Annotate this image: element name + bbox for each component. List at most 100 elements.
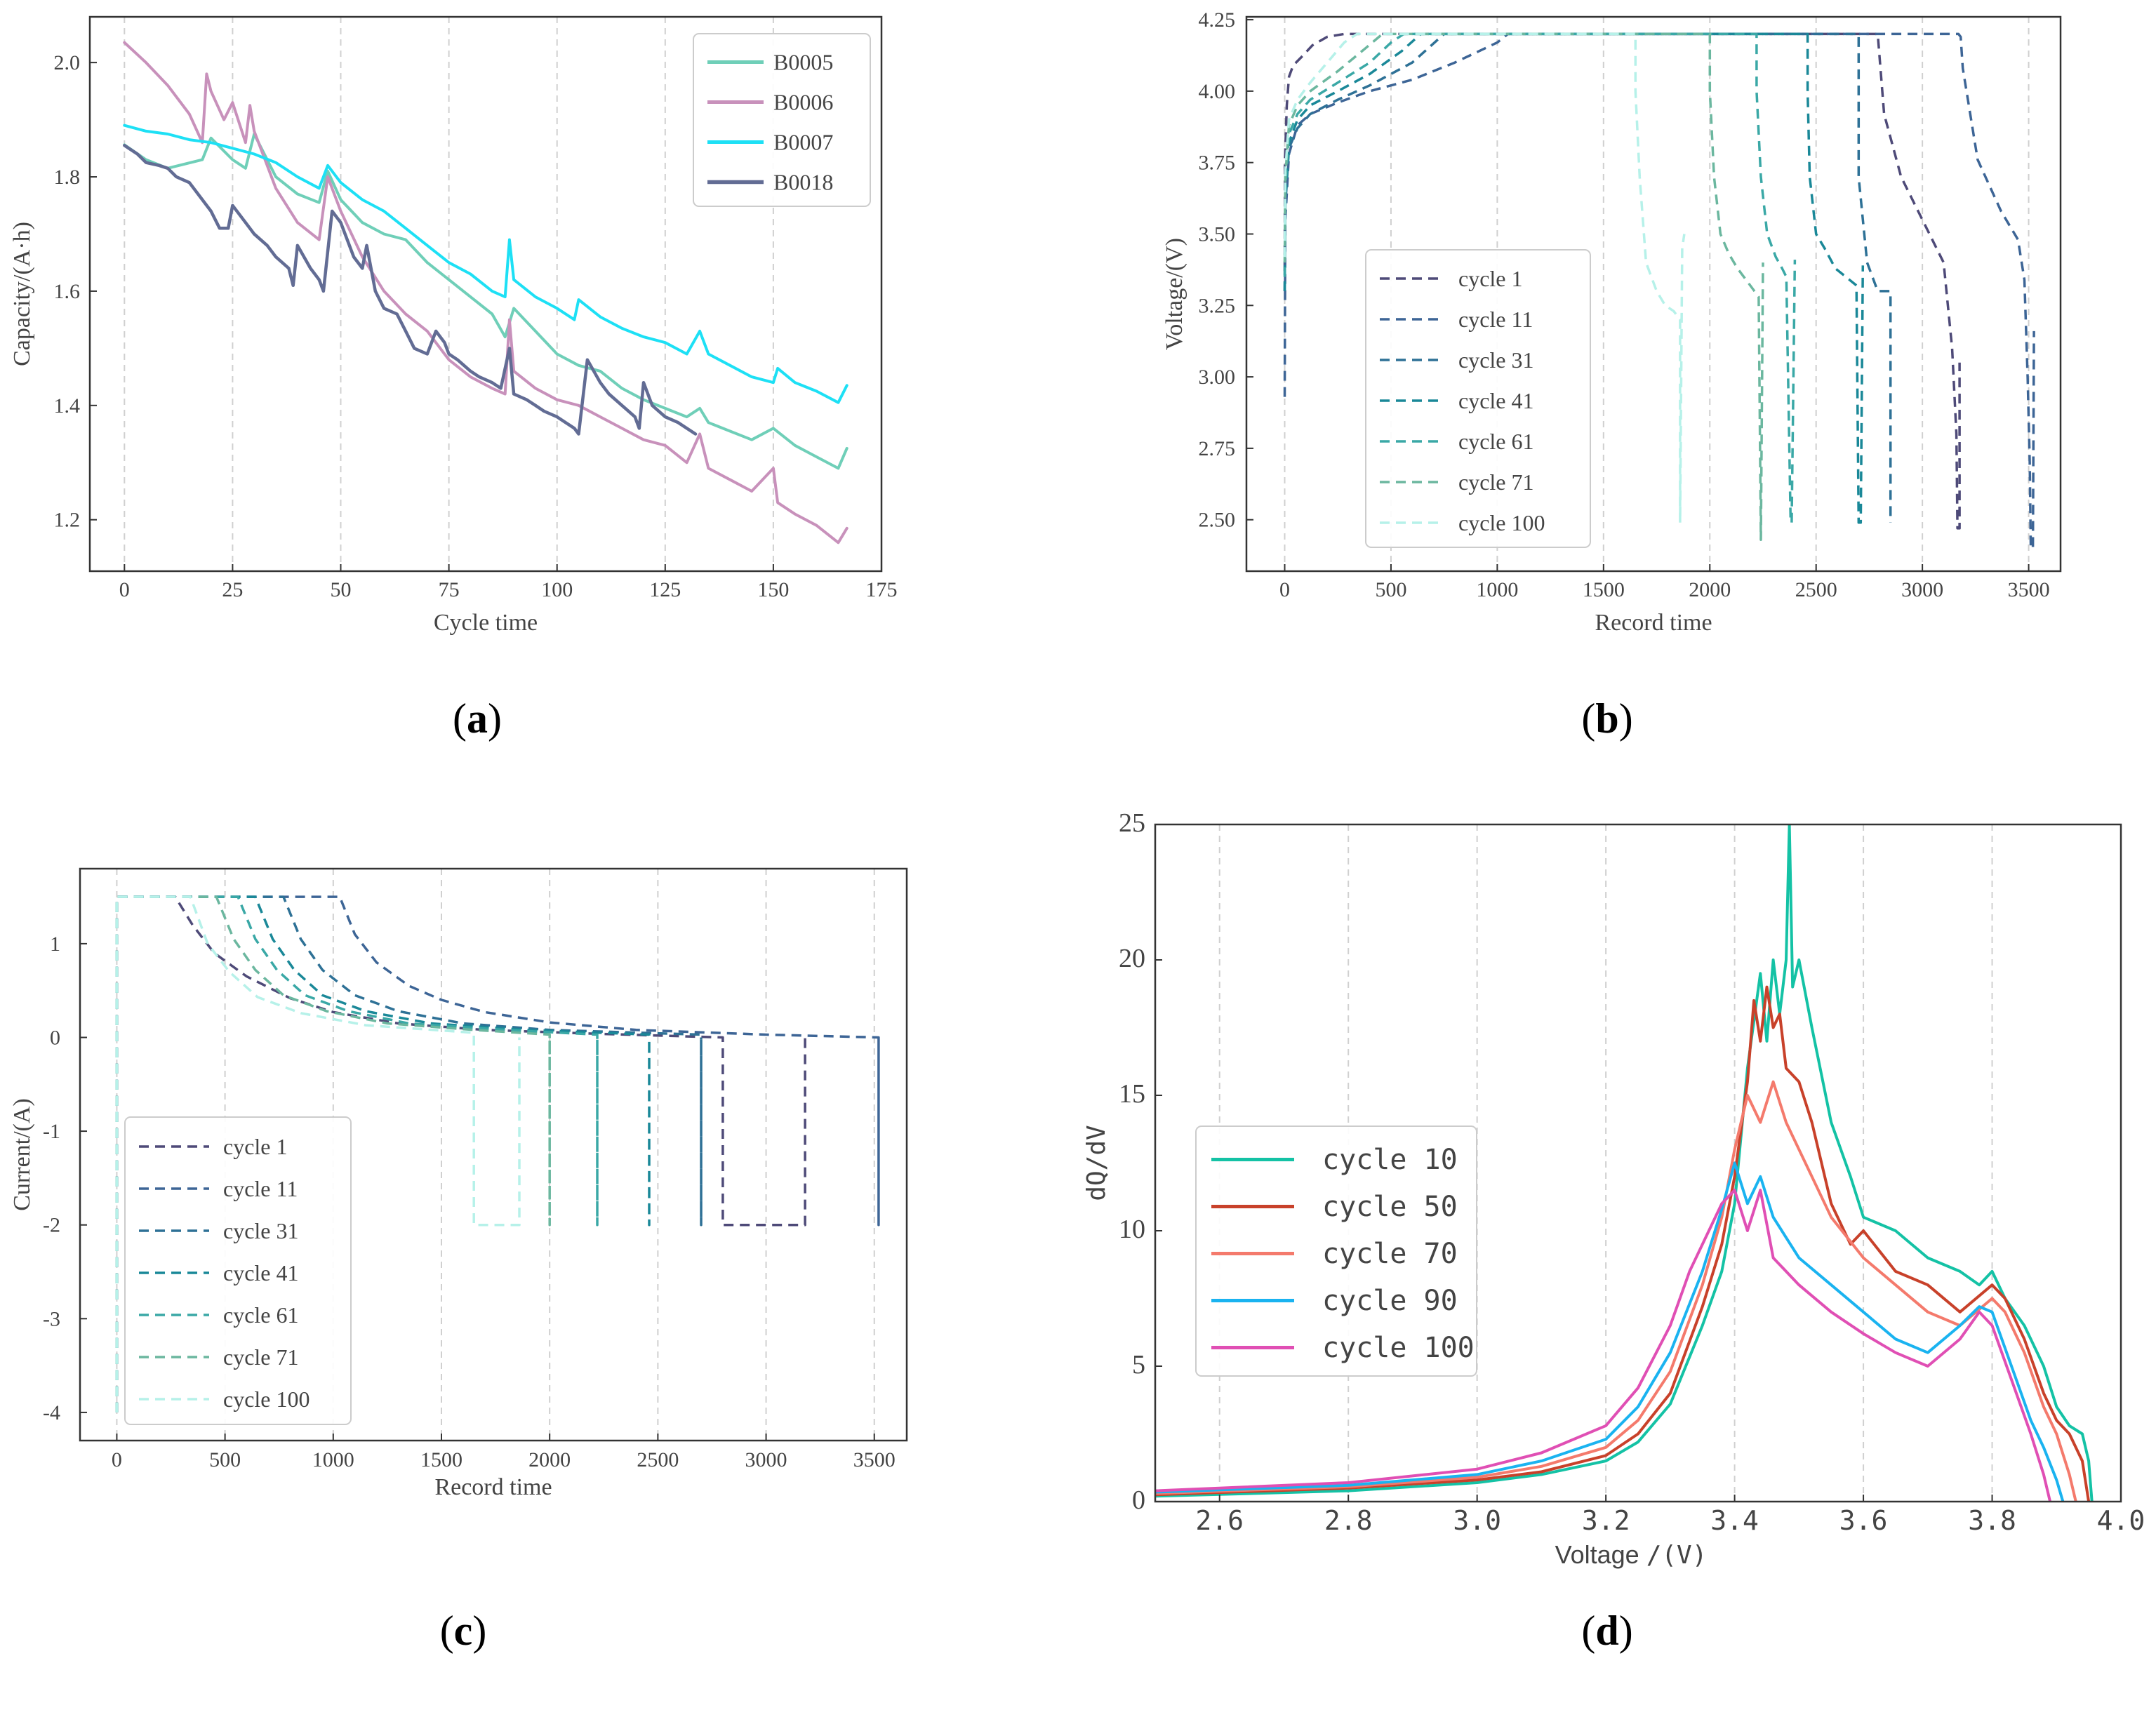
y-tick-label: 1.2 bbox=[54, 509, 81, 532]
y-tick-label: -2 bbox=[43, 1214, 60, 1237]
caption-b: (b) bbox=[1581, 695, 1633, 742]
x-tick-label: 1000 bbox=[312, 1448, 354, 1471]
legend-label: B0018 bbox=[773, 169, 833, 194]
x-tick-label: 75 bbox=[439, 578, 460, 601]
x-tick-label: 50 bbox=[331, 578, 352, 601]
legend-label: cycle 1 bbox=[1458, 266, 1523, 291]
x-tick-label: 3.8 bbox=[1968, 1505, 2016, 1536]
x-tick-label: 500 bbox=[209, 1448, 241, 1471]
legend-label: cycle 31 bbox=[223, 1218, 299, 1243]
series-line-cycle-50 bbox=[1155, 985, 2091, 1502]
legend-label: cycle 11 bbox=[223, 1176, 298, 1201]
series-line-b0018 bbox=[123, 143, 698, 436]
series-line-cycle-10 bbox=[1155, 824, 2094, 1502]
y-tick-label: 15 bbox=[1119, 1079, 1145, 1109]
x-tick-label: 1500 bbox=[1583, 578, 1625, 601]
legend-label: cycle 100 bbox=[223, 1387, 310, 1412]
y-tick-label: 0 bbox=[1132, 1485, 1145, 1515]
panel-a: 0 25 50 75 100 125 150 175 1.2 1.4 1.6 1.8 2.0 Cycle … bbox=[0, 0, 1078, 702]
legend-label: cycle 90 bbox=[1322, 1285, 1458, 1317]
y-tick-label: -1 bbox=[43, 1120, 60, 1143]
x-tick-label: 2500 bbox=[637, 1448, 679, 1471]
series-line-b0007 bbox=[123, 123, 849, 404]
x-tick-label: 4.0 bbox=[2097, 1505, 2145, 1536]
axes-frame bbox=[79, 867, 908, 1442]
series-line-cycle-100 bbox=[1155, 1189, 2052, 1502]
series-line-cycle-100 bbox=[1283, 32, 1686, 524]
legend-label: cycle 10 bbox=[1322, 1144, 1458, 1176]
x-axis-label: Record time bbox=[434, 1474, 552, 1500]
x-tick-label: 100 bbox=[541, 578, 573, 601]
y-tick-label: 2.50 bbox=[1199, 509, 1236, 532]
y-tick-label: 3.25 bbox=[1199, 294, 1236, 317]
series-line-b0005 bbox=[123, 133, 849, 470]
chart-d: 2.6 2.8 3.0 3.2 3.4 3.6 3.8 4.0 0 5 10 15 20 25 Voltag… bbox=[1082, 808, 2145, 1570]
legend-label: cycle 100 bbox=[1458, 510, 1545, 535]
x-axis-label: Record time bbox=[1595, 610, 1712, 636]
y-tick-label: 3.50 bbox=[1199, 222, 1236, 246]
legend-label: B0007 bbox=[773, 129, 833, 154]
series-group bbox=[115, 895, 880, 1412]
caption-d: (d) bbox=[1581, 1608, 1633, 1654]
series-line-cycle-1 bbox=[1283, 32, 1961, 530]
legend-label: B0005 bbox=[773, 49, 833, 74]
x-tick-label: 150 bbox=[757, 578, 789, 601]
legend-label: cycle 61 bbox=[1458, 429, 1534, 454]
series-line-cycle-70 bbox=[1155, 1080, 2077, 1502]
series-line-cycle-90 bbox=[1155, 1161, 2065, 1502]
x-tick-label: 0 bbox=[1279, 578, 1290, 601]
legend-box bbox=[124, 1116, 352, 1425]
y-tick-label: 1 bbox=[50, 933, 60, 956]
y-tick-label: 25 bbox=[1119, 808, 1145, 838]
y-axis-label: Voltage/(V) bbox=[1162, 238, 1187, 350]
series-group bbox=[1283, 32, 2035, 550]
series-group bbox=[123, 41, 849, 545]
x-tick-label: 2000 bbox=[528, 1448, 571, 1471]
x-tick-label: 1000 bbox=[1476, 578, 1518, 601]
x-tick-label: 3.4 bbox=[1710, 1505, 1759, 1536]
caption-c: (c) bbox=[439, 1608, 487, 1654]
legend-box bbox=[1195, 1125, 1477, 1377]
caption-a: (a) bbox=[453, 695, 502, 742]
legend-label: cycle 31 bbox=[1458, 347, 1534, 373]
x-tick-label: 3000 bbox=[745, 1448, 787, 1471]
legend-label: cycle 41 bbox=[223, 1260, 299, 1285]
x-tick-label: 2000 bbox=[1689, 578, 1731, 601]
series-line-cycle-11 bbox=[1283, 32, 2035, 550]
x-axis-label: Voltage /(V) bbox=[1555, 1540, 1708, 1570]
legend-label: B0006 bbox=[773, 89, 833, 114]
x-tick-label: 2.8 bbox=[1324, 1505, 1373, 1536]
series-line-b0006 bbox=[123, 41, 849, 545]
legend-label: cycle 41 bbox=[1458, 388, 1534, 413]
series-line-cycle-100 bbox=[115, 895, 521, 1412]
y-tick-label: 1.4 bbox=[54, 394, 81, 418]
axes-frame bbox=[88, 15, 883, 573]
y-axis-label: dQ/dV bbox=[1082, 1125, 1111, 1201]
legend-box bbox=[1365, 249, 1591, 548]
legend-box bbox=[693, 33, 871, 207]
y-tick-label: 3.00 bbox=[1199, 366, 1236, 389]
y-tick-label: 4.25 bbox=[1199, 8, 1236, 32]
x-tick-label: 125 bbox=[649, 578, 681, 601]
chart-b: 0 500 1000 1500 2000 2500 3000 3500 2.50 2.75 3.00… bbox=[1162, 8, 2062, 636]
y-axis-label: Capacity/(A·h) bbox=[9, 222, 35, 366]
x-tick-label: 3.0 bbox=[1453, 1505, 1501, 1536]
x-tick-label: 2500 bbox=[1795, 578, 1837, 601]
x-tick-label: 1500 bbox=[420, 1448, 463, 1471]
x-tick-label: 500 bbox=[1375, 578, 1406, 601]
y-tick-label: 5 bbox=[1132, 1350, 1145, 1380]
axes-frame bbox=[1245, 15, 2062, 573]
x-tick-label: 3.2 bbox=[1582, 1505, 1630, 1536]
y-tick-label: 3.75 bbox=[1199, 152, 1236, 175]
series-line-cycle-11 bbox=[115, 895, 880, 1412]
legend-label: cycle 71 bbox=[1458, 469, 1534, 495]
x-tick-label: 3500 bbox=[2008, 578, 2050, 601]
legend-label: cycle 61 bbox=[223, 1302, 299, 1328]
series-line-cycle-71 bbox=[1283, 32, 1764, 541]
legend-label: cycle 70 bbox=[1322, 1238, 1458, 1270]
series-line-cycle-31 bbox=[1283, 32, 1892, 523]
legend-label: cycle 1 bbox=[223, 1134, 288, 1159]
series-line-cycle-1 bbox=[115, 895, 806, 1412]
legend-label: cycle 100 bbox=[1322, 1332, 1475, 1364]
x-tick-label: 0 bbox=[112, 1448, 122, 1471]
